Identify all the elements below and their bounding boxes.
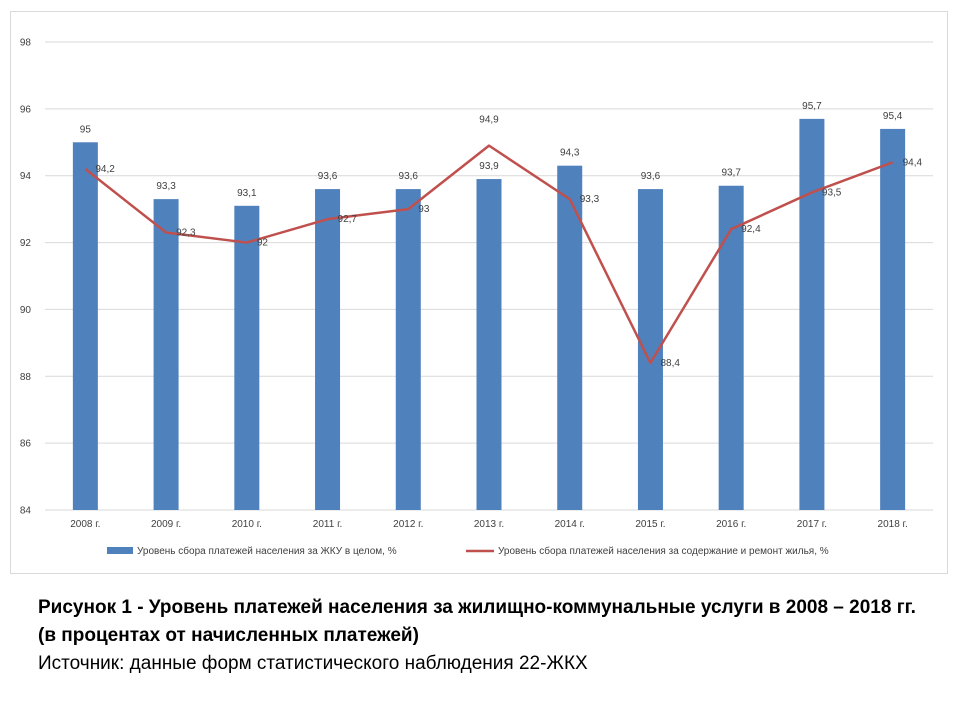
bar-data-label: 93,9 [479, 161, 499, 172]
line-data-label: 93,3 [580, 194, 600, 205]
x-tick-label: 2012 г. [393, 519, 423, 530]
bar-data-label: 93,6 [318, 171, 338, 182]
y-tick-label: 92 [20, 238, 32, 249]
bar [799, 118, 825, 510]
x-tick-label: 2015 г. [635, 519, 665, 530]
line-data-label: 94,4 [903, 157, 923, 168]
bar [315, 189, 341, 511]
bar [880, 128, 906, 510]
x-tick-label: 2014 г. [555, 519, 585, 530]
bar-data-label: 94,3 [560, 148, 580, 159]
bar-data-label: 93,3 [156, 181, 176, 192]
x-tick-label: 2016 г. [716, 519, 746, 530]
bar-data-label: 95,7 [802, 101, 822, 112]
line-data-label: 94,9 [479, 115, 499, 126]
bar [72, 142, 98, 511]
line-data-label: 88,4 [660, 358, 680, 369]
y-tick-label: 84 [20, 506, 32, 517]
bar-data-label: 93,6 [641, 171, 661, 182]
bar [234, 205, 260, 511]
line-data-label: 93 [418, 204, 430, 215]
x-tick-label: 2018 г. [878, 519, 908, 530]
bar-data-label: 93,1 [237, 188, 257, 199]
x-tick-label: 2009 г. [151, 519, 181, 530]
y-tick-label: 94 [20, 171, 32, 182]
bar-data-label: 93,6 [399, 171, 419, 182]
x-tick-label: 2008 г. [70, 519, 100, 530]
line-data-label: 92,7 [338, 214, 358, 225]
line-data-label: 92,4 [741, 224, 761, 235]
bar [476, 179, 502, 511]
bar-data-label: 95,4 [883, 111, 903, 122]
x-tick-label: 2017 г. [797, 519, 827, 530]
line-data-label: 92,3 [176, 228, 196, 239]
legend-label-line: Уровень сбора платежей населения за соде… [498, 545, 829, 557]
legend-swatch-bars [107, 547, 133, 554]
bar [718, 185, 744, 510]
line-data-label: 94,2 [95, 164, 115, 175]
bar [153, 199, 179, 510]
bar-data-label: 95 [80, 124, 92, 135]
x-tick-label: 2013 г. [474, 519, 504, 530]
chart-area: 84 86 88 90 92 94 96 98 2008 г. 2009 г. 2010 г. 201… [10, 11, 948, 574]
y-tick-label: 88 [20, 372, 32, 383]
line-data-label: 92 [257, 238, 269, 249]
bar [395, 189, 421, 511]
bar-data-label: 93,7 [721, 168, 741, 179]
y-tick-label: 90 [20, 305, 32, 316]
line-series [84, 144, 894, 365]
line-data-label: 93,5 [822, 187, 842, 198]
chart-svg: 84 86 88 90 92 94 96 98 2008 г. 2009 г. 2010 г. 201… [20, 38, 933, 557]
y-tick-label: 86 [20, 439, 32, 450]
figure-caption: Рисунок 1 - Уровень платежей населения з… [38, 594, 938, 678]
y-tick-label: 96 [20, 104, 32, 115]
bar [557, 165, 583, 510]
caption-title: Рисунок 1 - Уровень платежей населения з… [38, 597, 916, 646]
caption-source: Источник: данные форм статистического на… [38, 653, 588, 674]
x-tick-label: 2010 г. [232, 519, 262, 530]
x-tick-label: 2011 г. [313, 519, 343, 530]
y-tick-label: 98 [20, 38, 32, 49]
legend-label-bars: Уровень сбора платежей населения за ЖКУ … [137, 545, 397, 557]
